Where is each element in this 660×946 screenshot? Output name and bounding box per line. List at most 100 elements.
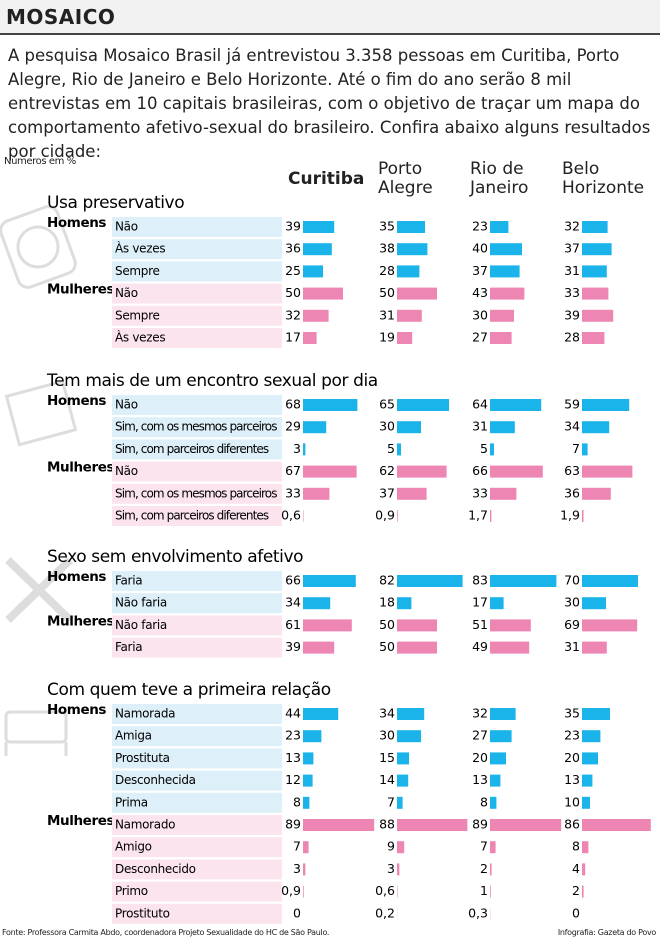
decor [0,205,78,756]
value-label: 0,9 [281,883,301,898]
intro-text: A pesquisa Mosaico Brasil já entrevistou… [8,46,651,161]
bar [490,885,491,898]
value-label: 29 [285,419,301,434]
value-label: 32 [285,307,301,322]
value-label: 59 [564,397,580,412]
value-label: 14 [379,772,395,787]
row-band [112,571,282,591]
section-title: Tem mais de um encontro sexual por dia [46,371,378,391]
bar [490,465,543,478]
bar [582,752,598,765]
value-label: 27 [472,330,488,345]
bar [582,819,651,831]
bar [490,619,531,632]
value-label: 49 [472,639,488,654]
bar [490,597,504,610]
value-label: 0 [293,905,301,920]
bar [490,708,516,720]
row-label: Prostituto [115,906,170,920]
value-label: 31 [564,639,580,654]
value-label: 30 [472,307,488,322]
bar [490,443,494,456]
bar [582,708,610,720]
value-label: 0,6 [281,508,301,523]
value-label: 39 [564,307,580,322]
bar [303,265,323,278]
row-label: Sim, com os mesmos parceiros [115,486,277,500]
row-label: Às vezes [115,330,165,345]
bar [490,641,530,654]
bar [582,443,588,456]
bar [397,443,401,456]
value-label: 31 [379,307,395,322]
row-label: Amiga [115,729,152,743]
value-label: 8 [480,794,488,809]
row-label: Não [115,398,138,412]
bar [303,443,306,456]
value-label: 32 [564,219,580,234]
value-label: 62 [379,463,395,478]
bar [397,863,400,876]
bar [490,243,522,256]
bar [490,863,492,876]
bar [397,309,422,322]
value-label: 8 [572,839,580,854]
value-label: 1 [480,883,488,898]
value-label: 12 [285,772,301,787]
value-label: 5 [480,441,488,456]
value-label: 0,6 [375,883,395,898]
bar [582,221,608,233]
bar [397,287,437,300]
value-label: 3 [293,861,301,876]
bar [397,708,425,720]
value-label: 83 [472,573,488,588]
bar [490,730,512,743]
bar [490,309,514,322]
row-label: Desconhecida [115,773,196,787]
value-label: 43 [472,285,488,300]
row-label: Sempre [115,308,160,322]
value-label: 8 [293,794,301,809]
bar [397,774,409,787]
value-label: 30 [379,728,395,743]
value-label: 63 [564,463,580,478]
group-label: Homens [47,569,106,585]
group-label: Homens [47,393,106,409]
value-label: 39 [285,639,301,654]
bar [490,265,520,278]
value-label: 69 [564,617,580,632]
row-band [112,748,282,769]
bar [582,287,609,300]
value-label: 28 [379,263,395,278]
bar [582,641,607,654]
bar [303,575,356,587]
row-label: Primo [115,884,148,898]
value-label: 50 [379,639,395,654]
value-label: 51 [472,617,488,632]
bar [397,510,398,522]
value-label: 0 [572,905,580,920]
value-label: 61 [285,617,301,632]
value-label: 82 [379,573,395,588]
bar [397,399,449,411]
value-label: 15 [379,750,395,765]
value-label: 65 [379,397,395,412]
value-label: 0,9 [375,508,395,523]
value-label: 31 [472,419,488,434]
bar [303,796,310,809]
value-label: 27 [472,728,488,743]
bar [397,487,427,500]
row-label: Sim, com parceiros diferentes [115,442,269,456]
group-label: Mulheres [47,813,114,829]
value-label: 10 [564,794,580,809]
group-label: Homens [47,702,106,718]
bar [397,421,421,434]
row-band [112,261,282,282]
value-label: 35 [564,706,580,721]
bar [397,575,463,587]
bar [490,487,517,500]
value-label: 1,7 [468,508,488,523]
row-band [112,439,282,460]
bar [490,796,497,809]
